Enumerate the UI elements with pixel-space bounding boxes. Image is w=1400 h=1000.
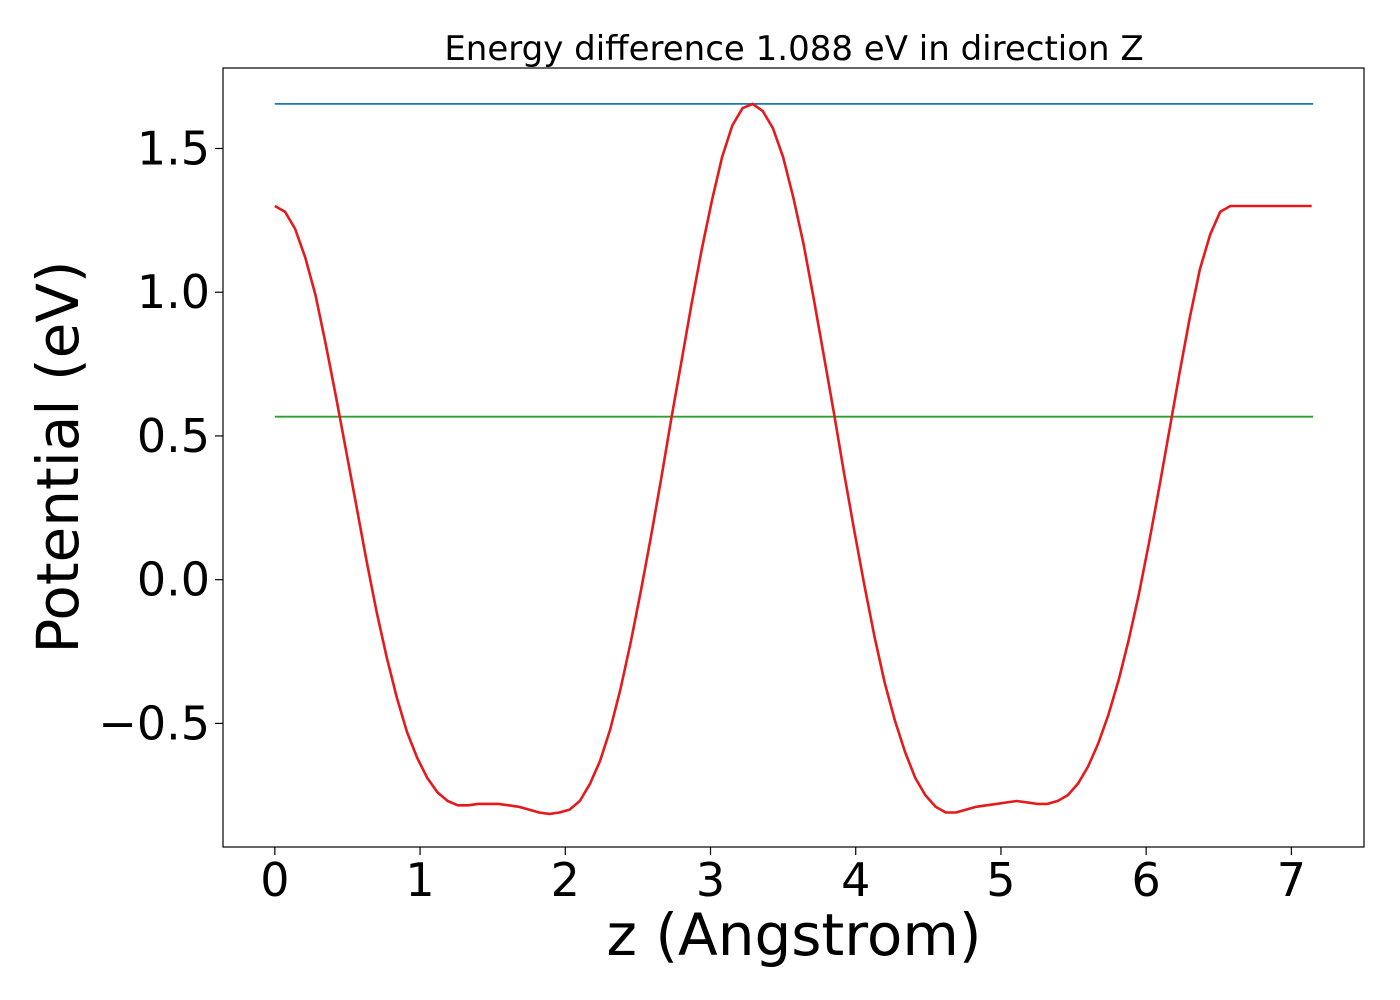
x-tick-label: 3 [696,853,725,907]
plot-area [222,67,1365,848]
x-axis-ticks: 0 1 2 3 4 5 6 7 [260,847,1306,907]
y-tick-label: 1.0 [137,265,210,319]
x-tick-label: 1 [405,853,434,907]
y-tick-label: 1.5 [137,121,210,175]
x-tick-label: 6 [1132,853,1161,907]
y-tick-label: 0.5 [137,409,210,463]
x-tick-label: 4 [841,853,870,907]
x-axis-label: z (Angstrom) [607,901,982,969]
series-line-3 [274,102,1312,816]
x-tick-label: 5 [986,853,1015,907]
x-tick-label: 7 [1277,853,1306,907]
y-tick-label: 0.0 [137,553,210,607]
y-axis-label: Potential (eV) [24,260,92,653]
chart-title: Energy difference 1.088 eV in direction … [444,29,1143,69]
x-tick-label: 0 [260,853,289,907]
y-axis-ticks: −0.5 0.0 0.5 1.0 1.5 [98,121,223,750]
plot-frame [222,67,1365,848]
y-tick-label: −0.5 [98,696,210,750]
x-tick-label: 2 [551,853,580,907]
